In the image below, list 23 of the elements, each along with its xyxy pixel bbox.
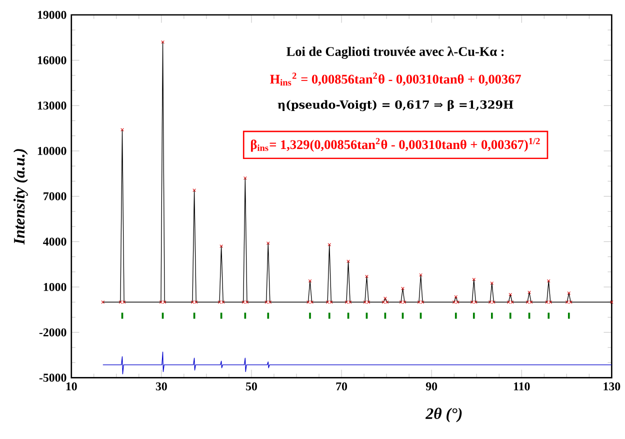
y-tick-label: 16000 — [38, 56, 66, 64]
y-axis-title: Intensity (a.u.) — [13, 148, 28, 245]
y-tick-label: -5000 — [39, 374, 66, 382]
annotation: η(pseudo-Voigt) = 0,617 ⇒ β =1,329H — [278, 100, 514, 112]
annotation: H$_{ins}$$^{2}$ = 0,00856tan$^{2}$θ - 0,00310tanθ + 0,00367 — [270, 72, 521, 86]
y-tick-label: 4000 — [43, 238, 66, 246]
y-tick-label: -2000 — [39, 328, 66, 336]
line-series — [102, 352, 612, 374]
x-tick-label: 110 — [514, 382, 530, 390]
y-tick-label: 7000 — [44, 192, 66, 200]
y-tick-label: 1000 — [44, 282, 66, 291]
x-tick-label: 90 — [426, 382, 438, 390]
x-tick-label: 70 — [336, 382, 348, 390]
x-tick-label: 30 — [156, 382, 167, 390]
x-tick-label: 10 — [66, 382, 77, 390]
x-tick-label: 50 — [246, 382, 257, 390]
y-tick-label: 10000 — [38, 146, 66, 155]
x-tick-label: 130 — [604, 382, 620, 390]
annotation: β$_{ins}$= 1,329(0,00856tan$^{2}$θ - 0,00310tanθ + 0,00367)$^{1/2}$ — [250, 138, 540, 152]
x-axis-title: 2θ (°) — [425, 408, 462, 422]
y-tick-label: 13000 — [38, 101, 66, 110]
annotation: Loi de Caglioti trouvée avec λ-Cu-Kα : — [286, 46, 504, 59]
y-tick-label: 19000 — [38, 10, 66, 19]
